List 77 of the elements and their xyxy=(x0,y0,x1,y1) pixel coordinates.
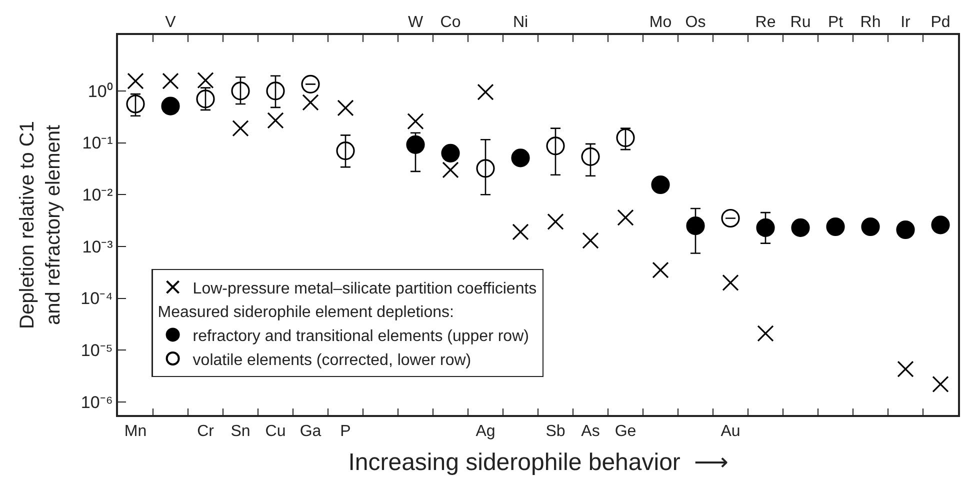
legend-label: Low-pressure metal–silicate partition coefficients xyxy=(192,280,537,298)
y-tick-label: 10⁻⁵ xyxy=(80,341,113,360)
point xyxy=(791,218,810,237)
point xyxy=(582,232,599,249)
point xyxy=(896,220,915,240)
point xyxy=(441,144,460,162)
point xyxy=(686,216,705,236)
legend-title: Measured siderophile element depletions: xyxy=(158,304,454,322)
x-tick-label: As xyxy=(581,422,600,440)
legend-label: refractory and transitional elements (upper row) xyxy=(192,328,529,345)
point xyxy=(301,74,320,94)
point xyxy=(406,135,425,154)
x-tick-label: Sb xyxy=(546,422,566,440)
point xyxy=(442,162,459,178)
point xyxy=(651,175,670,194)
y-tick-label: 10⁰ xyxy=(88,82,113,101)
x-tick-label: Ru xyxy=(790,14,811,31)
x-tick-label: P xyxy=(340,422,351,440)
y-tick-label: 10⁻⁴ xyxy=(80,289,113,308)
point xyxy=(407,112,424,130)
point xyxy=(616,128,635,148)
point xyxy=(512,224,529,240)
x-tick-label: Ir xyxy=(900,14,912,31)
point xyxy=(267,112,284,129)
y-tick-label: 10⁻² xyxy=(82,186,114,205)
x-tick-label: Cr xyxy=(197,422,215,440)
point xyxy=(337,100,354,116)
point xyxy=(127,72,144,90)
y-tick-label: 10⁻³ xyxy=(82,237,114,256)
point xyxy=(231,82,250,100)
x-tick-label: Sn xyxy=(230,422,250,440)
point xyxy=(581,147,600,166)
point xyxy=(196,90,215,108)
point xyxy=(826,217,845,236)
point xyxy=(302,94,319,111)
x-tick-label: Re xyxy=(755,14,776,31)
x-tick-label: Mn xyxy=(124,422,147,440)
x-tick-label: Ag xyxy=(476,422,496,440)
point xyxy=(266,82,285,100)
y-axis-title: Depletion relative to C1 and refractory element xyxy=(16,121,65,329)
point xyxy=(477,84,494,100)
legend-label: volatile elements (corrected, lower row) xyxy=(192,352,472,369)
point xyxy=(722,274,739,291)
y-tick-label: 10⁻⁶ xyxy=(80,392,113,412)
x-tick-label: Ga xyxy=(300,422,322,440)
point xyxy=(931,216,950,234)
point xyxy=(757,325,774,342)
x-tick-label: Pd xyxy=(930,14,950,31)
x-tick-label: V xyxy=(165,14,176,31)
point xyxy=(617,209,634,226)
point xyxy=(721,208,740,228)
x-tick-label: Os xyxy=(685,14,706,31)
point xyxy=(336,142,355,160)
x-tick-label: Rh xyxy=(860,14,881,31)
x-tick-label: W xyxy=(408,14,424,31)
x-tick-label: Pt xyxy=(828,14,844,31)
point xyxy=(476,159,495,178)
point xyxy=(546,136,565,156)
point xyxy=(547,213,564,230)
x-tick-label: Au xyxy=(720,422,740,440)
point xyxy=(511,148,530,168)
x-tick-label: Cu xyxy=(265,422,286,440)
point xyxy=(756,218,775,237)
point xyxy=(161,96,180,116)
x-tick-label: Mo xyxy=(649,14,672,31)
point xyxy=(126,94,145,114)
point xyxy=(932,376,949,392)
point xyxy=(232,120,249,137)
point xyxy=(897,360,914,378)
x-tick-label: Ge xyxy=(614,422,636,440)
point xyxy=(162,72,179,90)
point xyxy=(652,262,669,278)
x-tick-label: Co xyxy=(440,14,461,31)
x-axis-title: Increasing siderophile behavior ⟶ xyxy=(348,448,728,476)
y-tick-label: 10⁻¹ xyxy=(82,134,114,153)
point xyxy=(861,217,880,236)
x-tick-label: Ni xyxy=(512,14,528,31)
